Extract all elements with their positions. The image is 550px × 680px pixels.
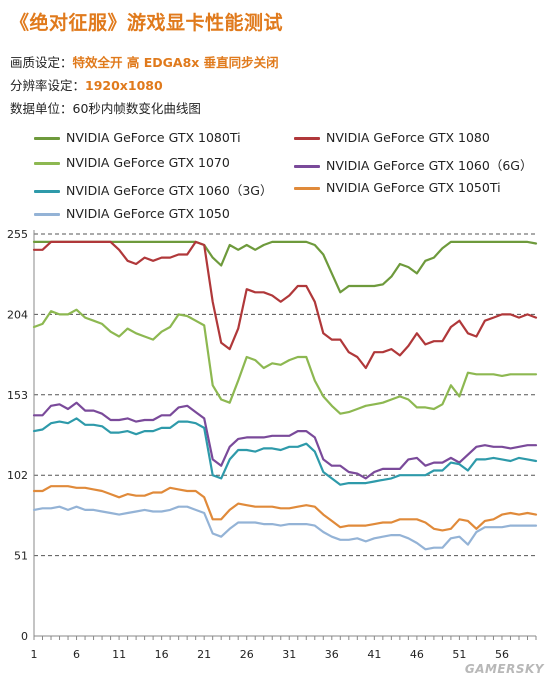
x-tick-label: 6 <box>73 648 80 661</box>
legend-swatch <box>34 190 60 193</box>
y-tick-label: 0 <box>21 630 28 643</box>
legend-label: NVIDIA GeForce GTX 1050 <box>66 206 230 221</box>
watermark: GAMERSKY <box>464 662 544 676</box>
x-tick-label: 26 <box>240 648 254 661</box>
series-line-5 <box>32 417 538 486</box>
legend-item: NVIDIA GeForce GTX 1060（6G） <box>294 155 532 174</box>
series-line-3 <box>32 308 538 415</box>
y-tick-label: 255 <box>7 228 28 241</box>
unit-note: 数据单位：60秒内帧数变化曲线图 <box>10 101 201 116</box>
series-line-6 <box>32 485 538 532</box>
quality-setting: 画质设定：特效全开 高 EDGA8x 垂直同步关闭 <box>10 52 279 71</box>
legend-swatch <box>34 213 60 216</box>
legend-label: NVIDIA GeForce GTX 1080 <box>326 130 490 145</box>
legend-item: NVIDIA GeForce GTX 1070 <box>34 155 230 170</box>
legend-label: NVIDIA GeForce GTX 1050Ti <box>326 180 501 195</box>
legend-item: NVIDIA GeForce GTX 1080Ti <box>34 130 241 145</box>
y-tick-label: 153 <box>7 389 28 402</box>
series-line-4 <box>32 401 538 480</box>
legend-item: NVIDIA GeForce GTX 1050Ti <box>294 180 501 195</box>
x-tick-label: 21 <box>197 648 211 661</box>
legend-swatch <box>294 165 320 168</box>
legend-item: NVIDIA GeForce GTX 1060（3G） <box>34 180 272 199</box>
resolution-value: 1920x1080 <box>85 78 163 93</box>
x-tick-label: 16 <box>155 648 169 661</box>
y-tick-label: 204 <box>7 308 28 321</box>
x-tick-label: 11 <box>112 648 126 661</box>
series-line-7 <box>32 505 538 551</box>
x-tick-label: 46 <box>410 648 424 661</box>
legend-label: NVIDIA GeForce GTX 1060（3G） <box>66 183 273 198</box>
y-tick-label: 51 <box>14 550 28 563</box>
series-line-2 <box>32 240 538 370</box>
quality-value: 特效全开 高 EDGA8x 垂直同步关闭 <box>72 55 279 70</box>
x-tick-label: 51 <box>452 648 466 661</box>
legend-swatch <box>34 162 60 165</box>
x-tick-label: 41 <box>367 648 381 661</box>
legend-swatch <box>294 187 320 190</box>
resolution-label: 分辨率设定： <box>10 78 86 93</box>
x-tick-label: 56 <box>495 648 509 661</box>
x-tick-label: 31 <box>282 648 296 661</box>
quality-label: 画质设定： <box>10 55 73 70</box>
legend-item: NVIDIA GeForce GTX 1080 <box>294 130 490 145</box>
legend-label: NVIDIA GeForce GTX 1070 <box>66 155 230 170</box>
legend-swatch <box>294 137 320 140</box>
legend-swatch <box>34 137 60 140</box>
legend-label: NVIDIA GeForce GTX 1080Ti <box>66 130 241 145</box>
page-title: 《绝对征服》游戏显卡性能测试 <box>10 12 284 34</box>
resolution-setting: 分辨率设定：1920x1080 <box>10 75 163 94</box>
legend-label: NVIDIA GeForce GTX 1060（6G） <box>326 158 533 173</box>
series-line-1 <box>32 240 538 294</box>
x-tick-label: 36 <box>325 648 339 661</box>
x-tick-label: 1 <box>31 648 38 661</box>
y-tick-label: 102 <box>7 469 28 482</box>
legend-item: NVIDIA GeForce GTX 1050 <box>34 206 230 221</box>
